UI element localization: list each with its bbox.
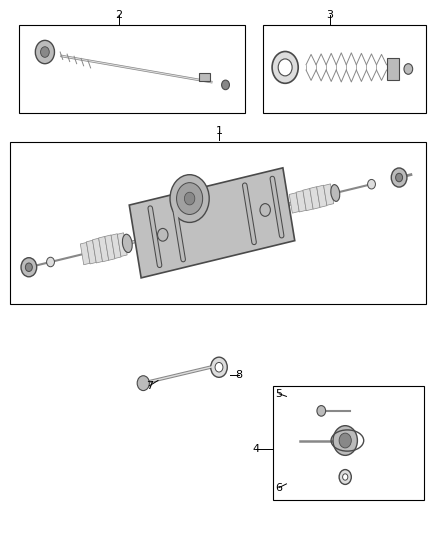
- Text: 2: 2: [115, 10, 123, 20]
- Polygon shape: [310, 187, 320, 209]
- Circle shape: [339, 470, 351, 484]
- Circle shape: [317, 406, 325, 416]
- Circle shape: [177, 183, 203, 214]
- Circle shape: [211, 357, 227, 377]
- Ellipse shape: [331, 184, 340, 201]
- Bar: [262, 25, 426, 113]
- Circle shape: [184, 192, 195, 205]
- Polygon shape: [289, 193, 299, 213]
- Polygon shape: [80, 243, 90, 265]
- Polygon shape: [92, 238, 102, 263]
- Circle shape: [260, 204, 270, 216]
- Circle shape: [170, 175, 209, 222]
- Circle shape: [41, 47, 49, 58]
- Bar: [199, 72, 210, 81]
- Polygon shape: [129, 168, 295, 278]
- Polygon shape: [105, 235, 115, 260]
- Text: 8: 8: [235, 370, 242, 380]
- Polygon shape: [317, 185, 327, 207]
- Text: 6: 6: [276, 482, 283, 492]
- Bar: [387, 59, 399, 79]
- Circle shape: [272, 52, 298, 83]
- Circle shape: [391, 168, 407, 187]
- Bar: [19, 25, 245, 113]
- Circle shape: [158, 229, 168, 241]
- Circle shape: [278, 59, 292, 76]
- Circle shape: [343, 474, 348, 480]
- Text: 3: 3: [326, 10, 333, 20]
- Circle shape: [137, 376, 149, 391]
- Circle shape: [215, 362, 223, 372]
- Ellipse shape: [122, 234, 132, 253]
- Circle shape: [333, 426, 357, 455]
- Circle shape: [396, 173, 403, 182]
- Polygon shape: [303, 189, 313, 211]
- Polygon shape: [86, 240, 96, 264]
- Polygon shape: [117, 233, 127, 256]
- Text: 5: 5: [276, 389, 283, 399]
- Circle shape: [339, 433, 351, 448]
- Polygon shape: [296, 191, 306, 212]
- Bar: [273, 386, 424, 500]
- Circle shape: [222, 80, 230, 90]
- Circle shape: [46, 257, 54, 266]
- Circle shape: [35, 41, 54, 63]
- Text: 1: 1: [215, 126, 223, 136]
- Polygon shape: [99, 237, 109, 262]
- Bar: [10, 142, 426, 304]
- Circle shape: [21, 257, 37, 277]
- Circle shape: [404, 63, 413, 74]
- Polygon shape: [324, 184, 334, 205]
- Circle shape: [25, 263, 32, 271]
- Polygon shape: [111, 234, 121, 259]
- Text: 7: 7: [146, 381, 153, 391]
- Text: 4: 4: [252, 445, 260, 455]
- Circle shape: [367, 180, 375, 189]
